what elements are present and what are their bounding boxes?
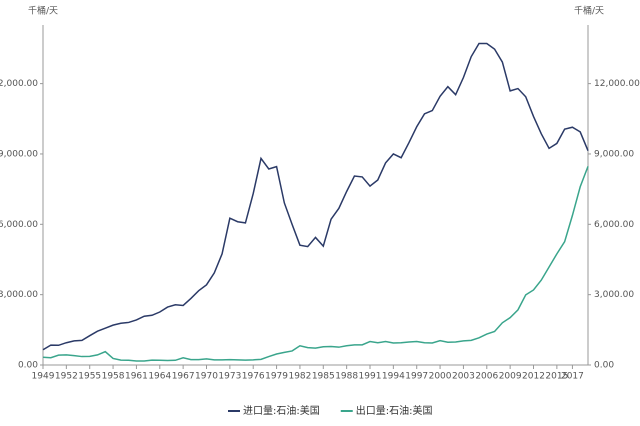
y2-tick-label: 6,000.00 [594,220,634,230]
y-tick-label: 9,000.00 [0,149,38,159]
data-line [42,42,589,351]
y2-axis-unit: 千桶/天 [574,5,604,17]
x-tick-label: 2009 [499,372,522,382]
legend: 进口量:石油:美国 出口量:石油:美国 [228,404,433,417]
y2-tick-label: 0.00 [594,361,614,371]
y2-tick-label: 9,000.00 [594,149,634,159]
x-tick-label: 2000 [429,372,452,382]
y2-tick-label: 3,000.00 [594,290,634,300]
x-tick-label: 2017 [561,372,584,382]
y-tick-label: 0.00 [18,361,38,371]
x-tick-label: 1964 [148,372,171,382]
x-tick-label: 1994 [382,372,405,382]
x-tick-label: 1955 [78,372,101,382]
x-tick-label: 1976 [242,372,265,382]
legend-label: 出口量:石油:美国 [356,404,433,417]
y-tick-label: 3,000.00 [0,290,38,300]
x-tick-label: 2003 [452,372,475,382]
y2-tick-label: 12,000.00 [594,79,640,89]
x-tick-label: 2012 [522,372,545,382]
x-tick-label: 1970 [195,372,218,382]
x-tick-label: 1952 [55,372,78,382]
x-tick-label: 1985 [312,372,335,382]
x-tick-label: 1961 [125,372,148,382]
y-tick-label: 6,000.00 [0,220,38,230]
x-tick-label: 1967 [172,372,195,382]
x-tick-label: 1997 [405,372,428,382]
data-line [42,166,589,362]
x-tick-label: 1982 [288,372,311,382]
y-axis-unit: 千桶/天 [28,5,58,17]
x-tick-label: 2015 [545,372,568,382]
x-tick-label: 1988 [335,372,358,382]
legend-label: 进口量:石油:美国 [243,404,320,417]
x-tick-label: 1991 [359,372,382,382]
x-tick-label: 1958 [102,372,125,382]
x-tick-label: 1973 [218,372,241,382]
x-tick-label: 2006 [475,372,498,382]
x-tick-label: 1979 [265,372,288,382]
y-tick-label: 12,000.00 [0,79,38,89]
x-tick-label: 1949 [32,372,55,382]
